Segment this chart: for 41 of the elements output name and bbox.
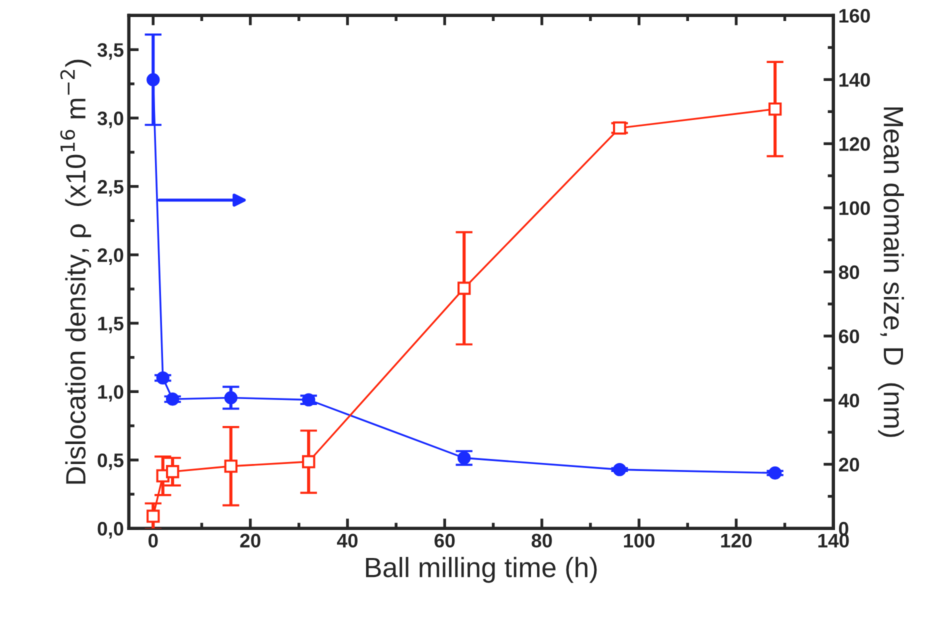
- y-tick-label: 1,0: [98, 385, 124, 402]
- y-tick-label: 0,0: [98, 522, 124, 538]
- y-tick-label: 3,5: [97, 43, 124, 60]
- point: [302, 455, 316, 468]
- x-tick-label: 40: [336, 534, 358, 548]
- point: [166, 392, 180, 406]
- x-tick-label: 80: [532, 534, 552, 548]
- x-tick-label: 120: [721, 534, 752, 548]
- point: [458, 451, 471, 465]
- y2-tick-label: 160: [839, 8, 870, 23]
- y2-tick-label: 40: [838, 394, 860, 408]
- point: [224, 460, 238, 473]
- y-tick-label: 3,0: [97, 112, 124, 128]
- y2-tick-label: 100: [839, 201, 870, 216]
- y2-tick-label: 120: [839, 137, 870, 151]
- y-axis-title: Dislocation density, ρ (x10$^{16}$ m$^{−2}$): [60, 60, 92, 484]
- y-tick-label: 2,5: [98, 180, 124, 196]
- x-tick-label: 0: [148, 534, 158, 548]
- x-tick-label: 60: [434, 534, 455, 548]
- point: [768, 466, 782, 480]
- y2-tick-label: 20: [838, 458, 860, 472]
- point: [166, 465, 180, 478]
- y2-tick-label: 60: [838, 330, 860, 344]
- point: [146, 73, 160, 86]
- point: [612, 462, 626, 476]
- x-axis-title: Ball milling time (h): [366, 556, 597, 583]
- point: [156, 371, 170, 385]
- y-tick-label: 1,5: [98, 316, 124, 334]
- y2-tick-label: 140: [839, 73, 870, 87]
- x-tick-label: 100: [624, 534, 654, 548]
- y2-tick-label: 80: [838, 265, 860, 280]
- point: [146, 510, 160, 523]
- point: [224, 391, 238, 404]
- y-tick-label: 2,0: [98, 248, 124, 265]
- y2-axis-title: Mean domain size, D (nm): [878, 107, 904, 437]
- point: [302, 393, 316, 406]
- y-tick-label: 0,5: [98, 453, 124, 470]
- x-tick-label: 20: [240, 534, 260, 548]
- point: [458, 282, 471, 295]
- point: [768, 102, 782, 116]
- x-tick-label: 140: [818, 534, 849, 548]
